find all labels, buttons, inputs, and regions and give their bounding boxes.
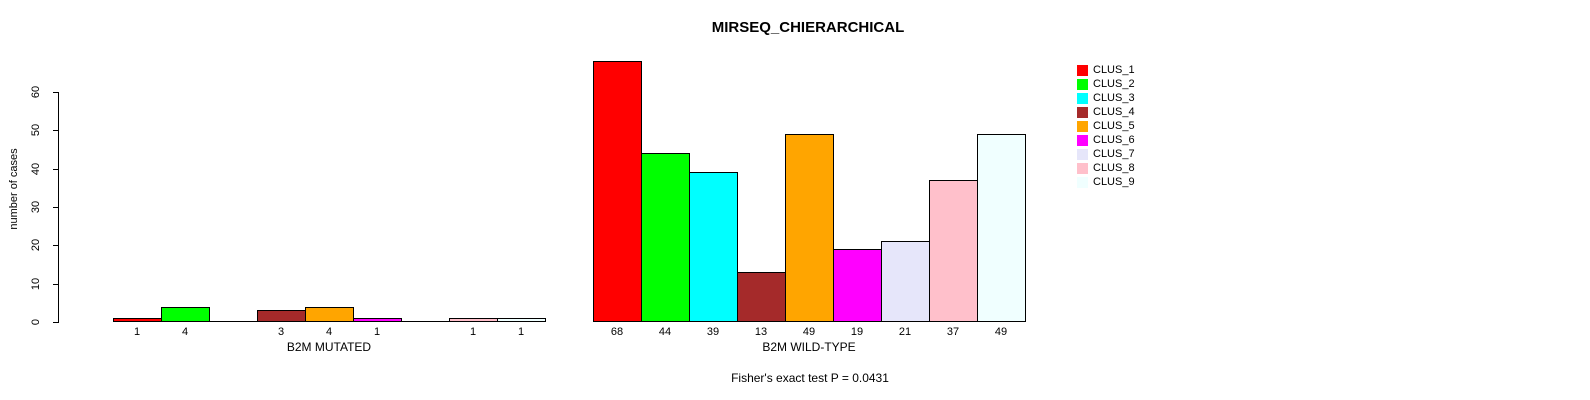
y-tick-mark [53, 284, 59, 285]
legend-label: CLUS_2 [1093, 77, 1135, 90]
bar-value-label: 49 [802, 326, 816, 338]
legend-item-clus_5: CLUS_5 [1077, 119, 1135, 133]
y-tick-label: 20 [30, 238, 42, 252]
legend-label: CLUS_4 [1093, 105, 1135, 118]
y-tick-label: 10 [30, 277, 42, 291]
y-tick-mark [53, 245, 59, 246]
legend-item-clus_3: CLUS_3 [1077, 91, 1135, 105]
legend-item-clus_6: CLUS_6 [1077, 133, 1135, 147]
bar-clus_8-b2m-mutated [449, 318, 498, 322]
legend-swatch-clus_7 [1077, 148, 1088, 160]
bar-value-label: 39 [706, 326, 720, 338]
legend-label: CLUS_7 [1093, 147, 1135, 160]
bar-clus_9-b2m-wild-type [977, 134, 1026, 322]
y-tick-mark [53, 207, 59, 208]
bar-clus_6-b2m-wild-type [833, 249, 882, 322]
bar-clus_2-b2m-mutated [161, 307, 210, 322]
bar-value-label: 3 [277, 326, 285, 338]
y-tick-label: 40 [30, 162, 42, 176]
bar-value-label: 44 [658, 326, 672, 338]
bar-value-label: 1 [517, 326, 525, 338]
legend-item-clus_7: CLUS_7 [1077, 147, 1135, 161]
bar-value-label: 4 [325, 326, 333, 338]
legend-label: CLUS_1 [1093, 63, 1135, 76]
y-tick-label: 30 [30, 200, 42, 214]
bar-zero-clus_3 [209, 321, 258, 322]
y-tick-mark [53, 322, 59, 323]
legend-label: CLUS_9 [1093, 175, 1135, 188]
chart-title: MIRSEQ_CHIERARCHICAL [711, 19, 905, 36]
y-tick-mark [53, 130, 59, 131]
bar-clus_1-b2m-wild-type [593, 61, 642, 322]
legend-label: CLUS_6 [1093, 133, 1135, 146]
y-tick-mark [53, 169, 59, 170]
bar-clus_4-b2m-wild-type [737, 272, 786, 322]
y-tick-label: 50 [30, 123, 42, 137]
bar-value-label: 21 [898, 326, 912, 338]
legend-swatch-clus_1 [1077, 64, 1088, 76]
y-tick-label: 60 [30, 85, 42, 99]
x-group-label-b2m-wild-type: B2M WILD-TYPE [762, 340, 856, 354]
legend-swatch-clus_2 [1077, 78, 1088, 90]
bar-value-label: 49 [994, 326, 1008, 338]
y-tick-mark [53, 92, 59, 93]
legend-item-clus_2: CLUS_2 [1077, 77, 1135, 91]
fisher-test-annotation: Fisher's exact test P = 0.0431 [731, 371, 889, 385]
bar-clus_3-b2m-wild-type [689, 172, 738, 322]
bar-clus_8-b2m-wild-type [929, 180, 978, 322]
bar-value-label: 4 [181, 326, 189, 338]
bar-value-label: 1 [373, 326, 381, 338]
bar-value-label: 1 [469, 326, 477, 338]
bar-clus_2-b2m-wild-type [641, 153, 690, 322]
legend-swatch-clus_8 [1077, 162, 1088, 174]
bar-clus_5-b2m-mutated [305, 307, 354, 322]
legend-swatch-clus_6 [1077, 134, 1088, 146]
legend-label: CLUS_5 [1093, 119, 1135, 132]
legend-swatch-clus_9 [1077, 176, 1088, 188]
legend-item-clus_4: CLUS_4 [1077, 105, 1135, 119]
bar-clus_5-b2m-wild-type [785, 134, 834, 322]
bar-value-label: 37 [946, 326, 960, 338]
bar-zero-clus_7 [401, 321, 450, 322]
legend-item-clus_8: CLUS_8 [1077, 161, 1135, 175]
bar-clus_1-b2m-mutated [113, 318, 162, 322]
legend-item-clus_1: CLUS_1 [1077, 63, 1135, 77]
bar-value-label: 1 [133, 326, 141, 338]
bar-clus_6-b2m-mutated [353, 318, 402, 322]
bar-value-label: 13 [754, 326, 768, 338]
legend-swatch-clus_4 [1077, 106, 1088, 118]
bar-clus_4-b2m-mutated [257, 310, 306, 322]
y-axis-label: number of cases [8, 148, 20, 230]
legend-label: CLUS_8 [1093, 161, 1135, 174]
x-group-label-b2m-mutated: B2M MUTATED [286, 340, 372, 354]
legend-swatch-clus_3 [1077, 92, 1088, 104]
bar-value-label: 68 [610, 326, 624, 338]
bar-value-label: 19 [850, 326, 864, 338]
bar-clus_9-b2m-mutated [497, 318, 546, 322]
legend-item-clus_9: CLUS_9 [1077, 175, 1135, 189]
legend-swatch-clus_5 [1077, 120, 1088, 132]
y-tick-label: 0 [30, 318, 42, 326]
legend-label: CLUS_3 [1093, 91, 1135, 104]
bar-clus_7-b2m-wild-type [881, 241, 930, 322]
